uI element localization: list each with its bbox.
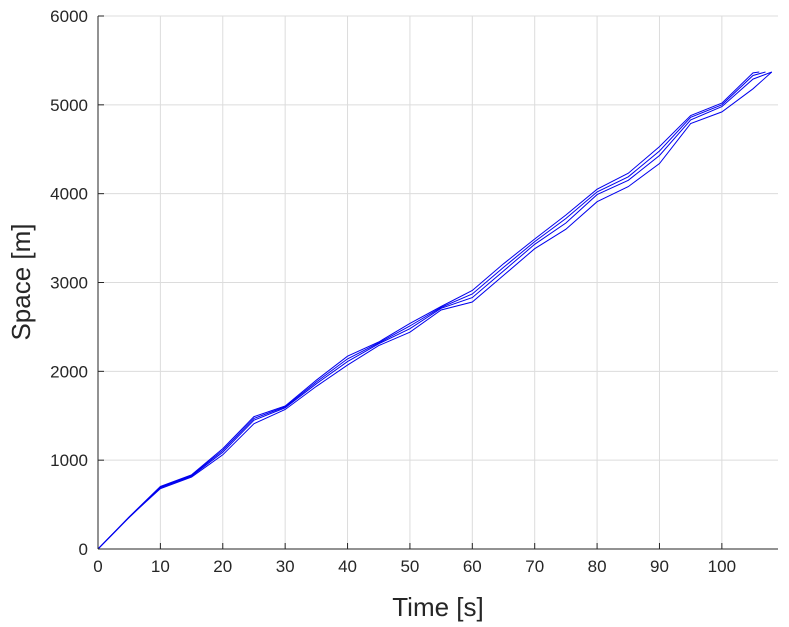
y-tick-label: 3000 (50, 274, 88, 293)
x-tick-label: 10 (151, 557, 170, 576)
x-tick-label: 50 (400, 557, 419, 576)
y-tick-label: 2000 (50, 362, 88, 381)
y-tick-label: 0 (79, 540, 88, 559)
series-line-2 (97, 71, 772, 550)
y-axis-label: Space [m] (6, 223, 36, 340)
y-tick-label: 6000 (50, 7, 88, 26)
tick-labels: 0 10 20 30 40 50 60 70 80 90 100010002000300040005… (50, 7, 736, 576)
series-group (97, 71, 773, 550)
x-tick-label: 100 (708, 557, 736, 576)
x-axis-label: Time [s] (392, 592, 483, 622)
x-tick-label: 20 (213, 557, 232, 576)
x-tick-label: 60 (463, 557, 482, 576)
x-tick-label: 70 (525, 557, 544, 576)
x-tick-label: 80 (588, 557, 607, 576)
x-tick-label: 90 (650, 557, 669, 576)
series-line-4 (97, 71, 760, 550)
y-tick-label: 5000 (50, 96, 88, 115)
series-line-3 (97, 71, 766, 550)
series-line-1 (97, 71, 773, 550)
y-tick-label: 1000 (50, 451, 88, 470)
x-tick-label: 30 (276, 557, 295, 576)
axes (97, 15, 778, 550)
x-tick-label: 0 (93, 557, 102, 576)
y-tick-label: 4000 (50, 185, 88, 204)
x-tick-label: 40 (338, 557, 357, 576)
